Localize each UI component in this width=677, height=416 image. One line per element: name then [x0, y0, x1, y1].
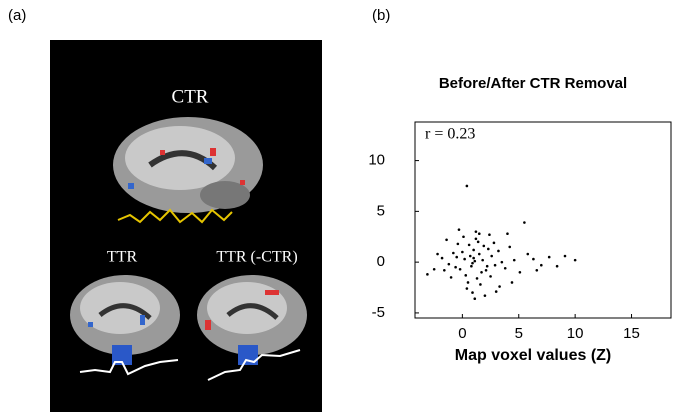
point [493, 263, 497, 267]
point [523, 221, 526, 224]
point [479, 283, 482, 286]
chart-title: Before/After CTR Removal [439, 75, 627, 92]
point [489, 275, 492, 278]
point [466, 281, 470, 284]
point [540, 263, 543, 267]
point [512, 258, 516, 262]
point [518, 271, 522, 274]
point [475, 277, 479, 280]
point [481, 258, 484, 262]
brain-left [70, 275, 180, 376]
point [485, 264, 489, 268]
annotation: r = 0.23 [425, 126, 475, 143]
point [492, 241, 496, 245]
point [477, 252, 481, 256]
point [432, 267, 436, 271]
point [445, 238, 448, 242]
point [480, 271, 483, 274]
image-label: CTR [172, 86, 209, 107]
point [482, 244, 486, 248]
point [449, 276, 453, 279]
point [508, 245, 512, 249]
point [458, 267, 462, 271]
point [532, 257, 535, 261]
x-tick-label: 0 [458, 325, 466, 342]
point [487, 247, 490, 251]
point [474, 237, 478, 241]
point [473, 297, 477, 301]
brain-right [197, 275, 307, 381]
point [463, 257, 466, 261]
point [473, 259, 477, 263]
panel-label: (a) [8, 7, 26, 24]
point [457, 228, 461, 231]
point [426, 273, 429, 276]
point [563, 254, 567, 258]
image-label: TTR (-CTR) [216, 249, 297, 266]
plot-frame [414, 121, 672, 319]
point [535, 268, 539, 272]
x-tick-label: 10 [567, 325, 584, 342]
point [510, 281, 514, 284]
point [506, 232, 509, 236]
point [470, 264, 473, 268]
point [461, 250, 464, 254]
x-axis-label: Map voxel values (Z) [455, 347, 612, 364]
point [468, 254, 472, 258]
point [555, 264, 559, 268]
point [471, 291, 474, 294]
point [472, 256, 475, 260]
point [526, 252, 530, 256]
x-tick-label: 15 [623, 325, 640, 342]
point [455, 255, 459, 259]
point [484, 268, 488, 272]
y-tick-label: 10 [368, 152, 385, 169]
point [462, 235, 465, 239]
y-tick-label: 5 [377, 202, 385, 219]
point [490, 254, 493, 258]
point [472, 248, 475, 252]
point [454, 265, 457, 269]
point [471, 261, 474, 265]
point [447, 262, 451, 266]
point [436, 252, 439, 256]
point [547, 255, 551, 259]
brain-top [113, 117, 263, 224]
y-tick-label: 0 [377, 253, 385, 270]
point [477, 232, 481, 236]
point [474, 230, 478, 233]
point [465, 184, 469, 188]
point [440, 256, 444, 260]
point [465, 287, 469, 290]
point [488, 233, 491, 237]
point [443, 268, 446, 272]
point [467, 243, 471, 247]
point [498, 285, 501, 288]
point [497, 249, 500, 253]
panel-label: (b) [372, 7, 390, 24]
y-tick-label: -5 [372, 304, 385, 321]
point [573, 258, 577, 262]
point [483, 294, 487, 297]
point [500, 260, 504, 264]
x-tick-label: 5 [515, 325, 523, 342]
image-label: TTR [107, 249, 138, 266]
point [464, 274, 468, 277]
point [476, 240, 480, 244]
point [503, 266, 507, 270]
point [456, 242, 460, 246]
point [452, 251, 455, 255]
point [494, 290, 498, 293]
